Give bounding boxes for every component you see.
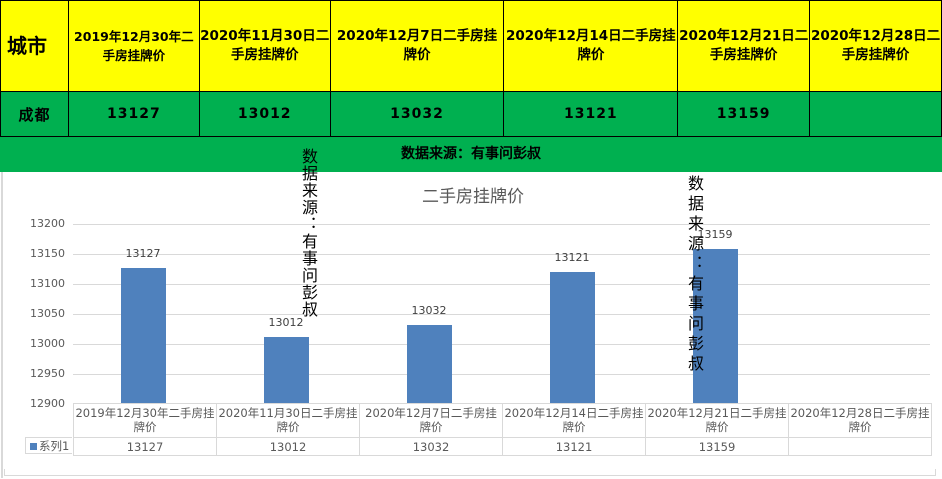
header-row: 城市 2019年12月30年二手房挂牌价 2020年11月30日二手房挂牌价 2…: [0, 0, 942, 92]
gridline: [73, 374, 930, 375]
watermark-text[interactable]: 数据来源：有事问彭叔: [685, 175, 704, 375]
legend-swatch-icon: [30, 443, 37, 450]
gridline: [73, 314, 930, 315]
value-cell[interactable]: 13127: [67, 91, 200, 137]
header-cell[interactable]: 2020年12月14日二手房挂牌价: [503, 0, 679, 92]
sheet-grid-strip: [4, 469, 936, 476]
gridline: [73, 344, 930, 345]
bar-2020-12-07[interactable]: [407, 325, 452, 404]
category-label: 2020年12月21日二手房挂牌价: [645, 403, 789, 438]
bar-2020-12-21[interactable]: [693, 249, 738, 404]
value-cell[interactable]: 13032: [329, 91, 505, 137]
category-label: 2020年12月7日二手房挂牌价: [359, 403, 503, 438]
category-label: 2020年12月28日二手房挂牌价: [788, 403, 932, 438]
value-cell[interactable]: 13121: [503, 91, 679, 137]
legend-series-1[interactable]: 系列1: [25, 437, 72, 454]
bar-value-label: 13127: [125, 247, 161, 260]
category-label: 2020年11月30日二手房挂牌价: [216, 403, 360, 438]
header-cell[interactable]: 2019年12月30年二手房挂牌价: [67, 0, 200, 92]
data-row-chengdu: 成都 13127 13012 13032 13121 13159: [0, 91, 942, 137]
city-cell[interactable]: 成都: [0, 91, 69, 137]
y-tick: 12900: [30, 397, 65, 410]
series-value-row: 13127 13012 13032 13121 13159: [73, 437, 932, 456]
series-value: 13159: [645, 437, 789, 456]
header-cell[interactable]: 2020年12月21日二手房挂牌价: [677, 0, 811, 92]
series-value: 13012: [216, 437, 360, 456]
header-cell[interactable]: 2020年11月30日二手房挂牌价: [198, 0, 331, 92]
y-tick: 12950: [30, 367, 65, 380]
legend-label: 系列1: [39, 439, 70, 453]
gridline: [73, 254, 930, 255]
category-label: 2019年12月30年二手房挂牌价: [73, 403, 217, 438]
bar-2020-12-14[interactable]: [550, 272, 595, 404]
city-header-cell[interactable]: 城市: [0, 0, 69, 92]
bar-chart[interactable]: 二手房挂牌价 13200 13150 13100 13050 13000 129…: [1, 172, 942, 478]
y-tick: 13050: [30, 307, 65, 320]
value-cell[interactable]: 13012: [198, 91, 331, 137]
bar-value-label: 13012: [268, 316, 304, 329]
value-cell[interactable]: 13159: [677, 91, 811, 137]
bar-2019-12-30[interactable]: [121, 268, 166, 404]
y-tick: 13150: [30, 247, 65, 260]
gridline: [73, 224, 930, 225]
header-cell[interactable]: 2020年12月28日二手房挂牌价: [809, 0, 942, 92]
bar-value-label: 13032: [411, 304, 447, 317]
y-tick: 13000: [30, 337, 65, 350]
category-label: 2020年12月14日二手房挂牌价: [502, 403, 646, 438]
bar-value-label: 13121: [554, 251, 590, 264]
series-value: 13121: [502, 437, 646, 456]
chart-data-table: 2019年12月30年二手房挂牌价 2020年11月30日二手房挂牌价 2020…: [73, 403, 932, 456]
y-tick: 13100: [30, 277, 65, 290]
series-value: 13032: [359, 437, 503, 456]
chart-title[interactable]: 二手房挂牌价: [422, 187, 524, 207]
series-value: [788, 437, 932, 456]
category-row: 2019年12月30年二手房挂牌价 2020年11月30日二手房挂牌价 2020…: [73, 403, 932, 438]
series-value: 13127: [73, 437, 217, 456]
source-note-row[interactable]: 数据来源：有事问彭叔: [0, 137, 942, 172]
watermark-text[interactable]: 数据来源：有事问彭叔: [299, 148, 318, 318]
value-cell[interactable]: [809, 91, 942, 137]
price-table: 城市 2019年12月30年二手房挂牌价 2020年11月30日二手房挂牌价 2…: [0, 0, 942, 137]
header-cell[interactable]: 2020年12月7日二手房挂牌价: [329, 0, 505, 92]
gridline: [73, 284, 930, 285]
bar-2020-11-30[interactable]: [264, 337, 309, 404]
y-tick: 13200: [30, 217, 65, 230]
bar-value-label: 13159: [697, 228, 733, 241]
